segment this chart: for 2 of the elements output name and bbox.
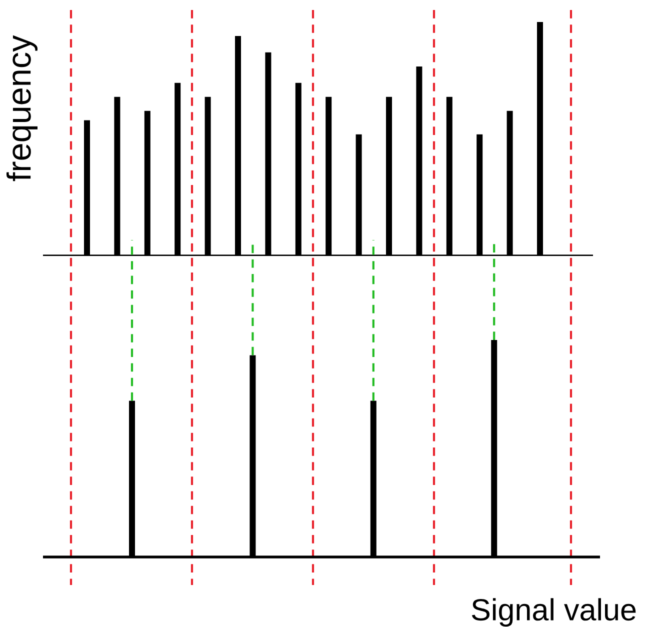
y-axis-title: frequency [6,35,38,182]
x-axis-title: Signal value [472,598,636,627]
